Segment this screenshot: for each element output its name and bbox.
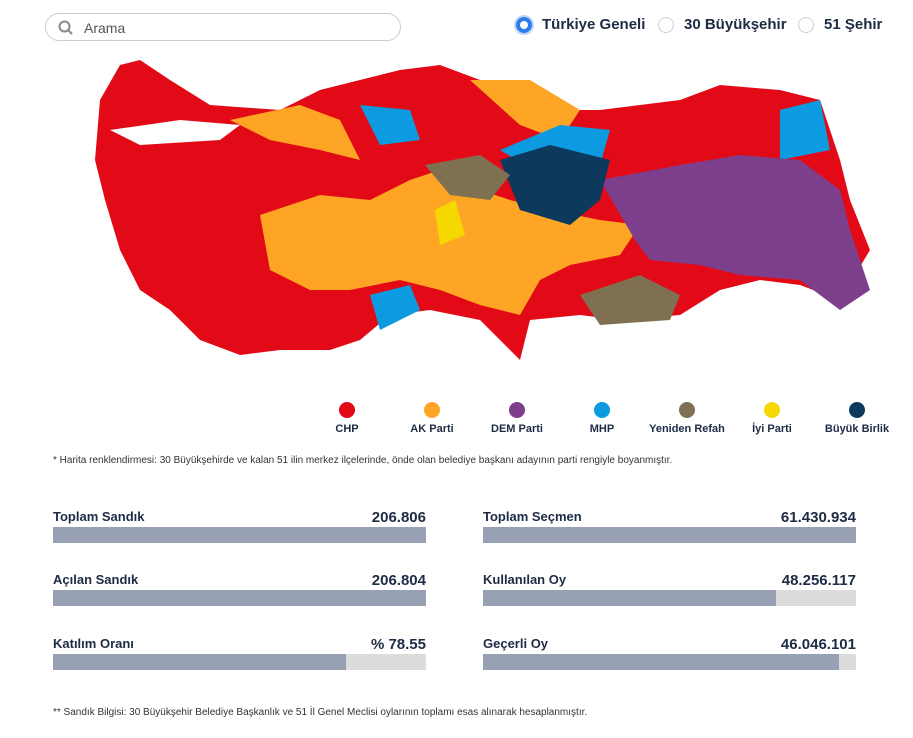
stat-bar-fill: [53, 527, 426, 543]
map-mhp-4: [370, 285, 420, 330]
legend-dot: [679, 402, 695, 418]
legend-item: İyi Parti: [727, 402, 817, 435]
stat-bar-fill: [53, 654, 346, 670]
search-icon: [58, 20, 73, 35]
stat-value: 46.046.101: [780, 636, 856, 653]
legend-item: AK Parti: [387, 402, 477, 435]
radio-dot: [516, 16, 532, 33]
legend-item: Büyük Birlik: [812, 402, 902, 435]
stat-label: Geçerli Oy: [483, 636, 549, 651]
stat-bar: [53, 590, 426, 606]
map-akp-2: [230, 105, 360, 160]
stat-label: Toplam Seçmen: [483, 509, 582, 524]
stat: Açılan Sandık 206.804: [53, 572, 426, 612]
stat-bar-fill: [483, 527, 856, 543]
stat-label: Toplam Sandık: [53, 509, 145, 524]
map-akp: [260, 170, 640, 315]
stat-bar: [483, 590, 856, 606]
map-mhp-2: [780, 100, 830, 160]
stat-bar-fill: [53, 590, 426, 606]
legend-dot: [849, 402, 865, 418]
stat: Kullanılan Oy 48.256.117: [483, 572, 856, 612]
legend-label: Büyük Birlik: [824, 423, 890, 435]
map-akp-3: [470, 80, 580, 140]
stat-label: Katılım Oranı: [53, 636, 134, 651]
legend-item: CHP: [302, 402, 392, 435]
stat-bar: [483, 654, 856, 670]
legend-label: CHP: [335, 423, 359, 435]
stat-value: 61.430.934: [780, 509, 856, 526]
stat-value: 48.256.117: [781, 572, 856, 589]
search-placeholder: Arama: [84, 20, 126, 36]
legend-item: Yeniden Refah: [642, 402, 732, 435]
stat-value: 206.804: [371, 572, 426, 589]
stat: Toplam Seçmen 61.430.934: [483, 509, 856, 549]
radio-dot: [658, 16, 674, 33]
map-yrp: [425, 155, 510, 200]
radio-label: 51 Şehir: [824, 16, 883, 33]
legend-label: AK Parti: [410, 423, 454, 435]
legend-dot: [339, 402, 355, 418]
stat-bar: [483, 527, 856, 543]
stat-value: 206.806: [371, 509, 426, 526]
map-sea: [110, 120, 240, 145]
legend-label: İyi Parti: [752, 423, 792, 435]
legend-dot: [509, 402, 525, 418]
map-mhp-3: [360, 105, 420, 145]
map-bbp: [500, 145, 610, 225]
stat: Toplam Sandık 206.806: [53, 509, 426, 549]
stat-value: % 78.55: [370, 636, 426, 653]
legend-item: MHP: [557, 402, 647, 435]
stats-note: ** Sandık Bilgisi: 30 Büyükşehir Belediy…: [53, 707, 588, 718]
legend-dot: [594, 402, 610, 418]
legend-dot: [764, 402, 780, 418]
stat: Geçerli Oy 46.046.101: [483, 636, 856, 676]
stat-label: Açılan Sandık: [53, 572, 139, 587]
map-yrp-2: [580, 275, 680, 325]
map-iyi: [435, 200, 465, 245]
scope-radio[interactable]: 30 Büyükşehir: [658, 16, 787, 33]
legend-label: MHP: [589, 423, 615, 435]
map: [95, 60, 870, 360]
map-dem: [600, 155, 870, 310]
stat: Katılım Oranı % 78.55: [53, 636, 426, 676]
stat-bar-fill: [483, 654, 839, 670]
legend-label: Yeniden Refah: [649, 423, 725, 435]
stat-label: Kullanılan Oy: [483, 572, 567, 587]
stat-bar: [53, 654, 426, 670]
scope-radio[interactable]: Türkiye Geneli: [516, 16, 645, 33]
search-box[interactable]: Arama: [45, 13, 401, 41]
legend-dot: [424, 402, 440, 418]
stat-bar-fill: [483, 590, 776, 606]
legend-label: DEM Parti: [491, 423, 543, 435]
legend-item: DEM Parti: [472, 402, 562, 435]
stat-bar: [53, 527, 426, 543]
map-note: * Harita renklendirmesi: 30 Büyükşehirde…: [53, 455, 673, 466]
radio-label: 30 Büyükşehir: [684, 16, 787, 33]
radio-dot: [798, 16, 814, 33]
radio-label: Türkiye Geneli: [542, 16, 646, 33]
scope-radio[interactable]: 51 Şehir: [798, 16, 882, 33]
